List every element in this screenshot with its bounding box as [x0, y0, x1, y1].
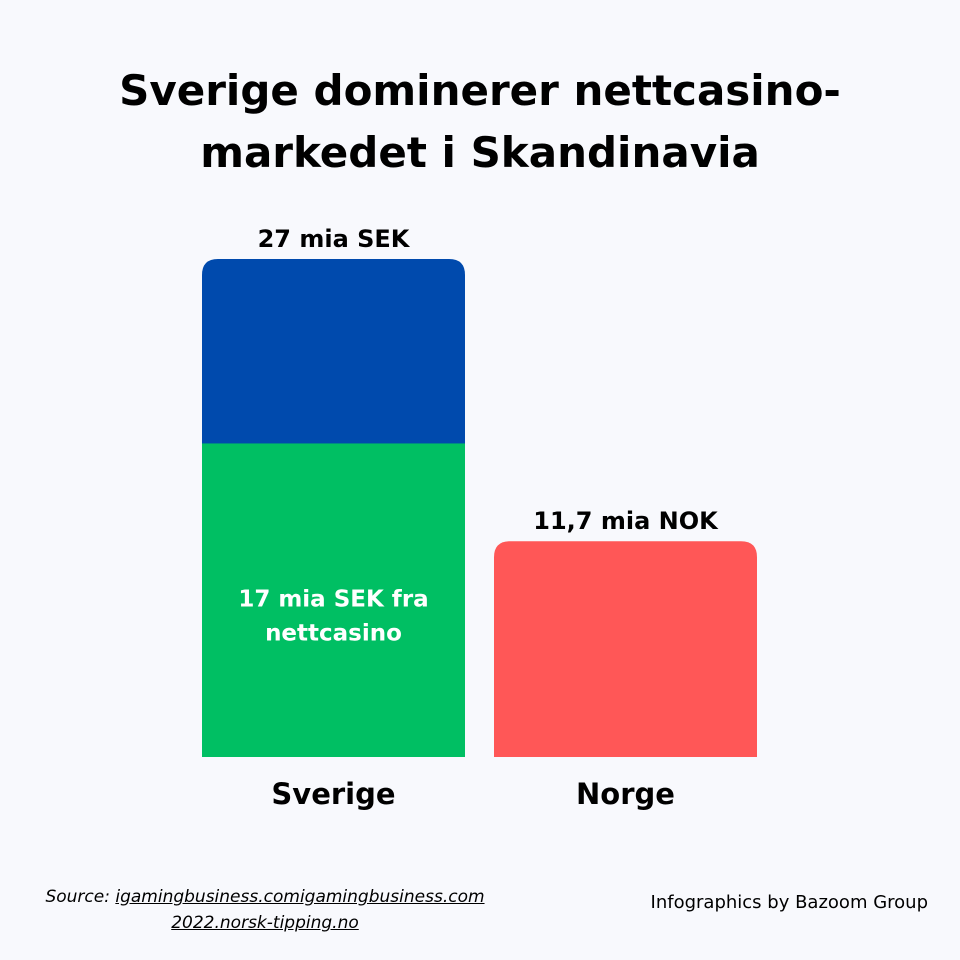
chart-title: Sverige dominerer nettcasino- markedet i…: [60, 60, 900, 184]
value-label-norge: 11,7 mia NOK: [533, 507, 719, 535]
source-prefix: Source:: [45, 887, 116, 907]
inner-label-line-1: 17 mia SEK fra: [238, 586, 428, 612]
source-link-igamingbusiness[interactable]: igamingbusiness.comigamingbusiness.com: [115, 887, 485, 907]
source-note: Source: igamingbusiness.comigamingbusine…: [40, 884, 490, 936]
bar-chart: 27 mia SEK 11,7 mia NOK 17 mia SEK fra n…: [202, 225, 757, 811]
source-link-norsk-tipping[interactable]: 2022.norsk-tipping.no: [171, 913, 359, 933]
credit-text: Infographics by Bazoom Group: [650, 892, 928, 913]
chart-title-line-1: Sverige dominerer nettcasino-: [119, 66, 841, 115]
chart-title-line-2: markedet i Skandinavia: [200, 128, 760, 177]
inner-label-line-2: nettcasino: [265, 620, 402, 646]
bar-sverige-nettcasino: [202, 443, 465, 757]
category-label-sverige: Sverige: [271, 777, 395, 811]
bar-norge: [494, 541, 757, 757]
category-label-norge: Norge: [576, 777, 675, 811]
value-label-sverige: 27 mia SEK: [258, 225, 411, 253]
